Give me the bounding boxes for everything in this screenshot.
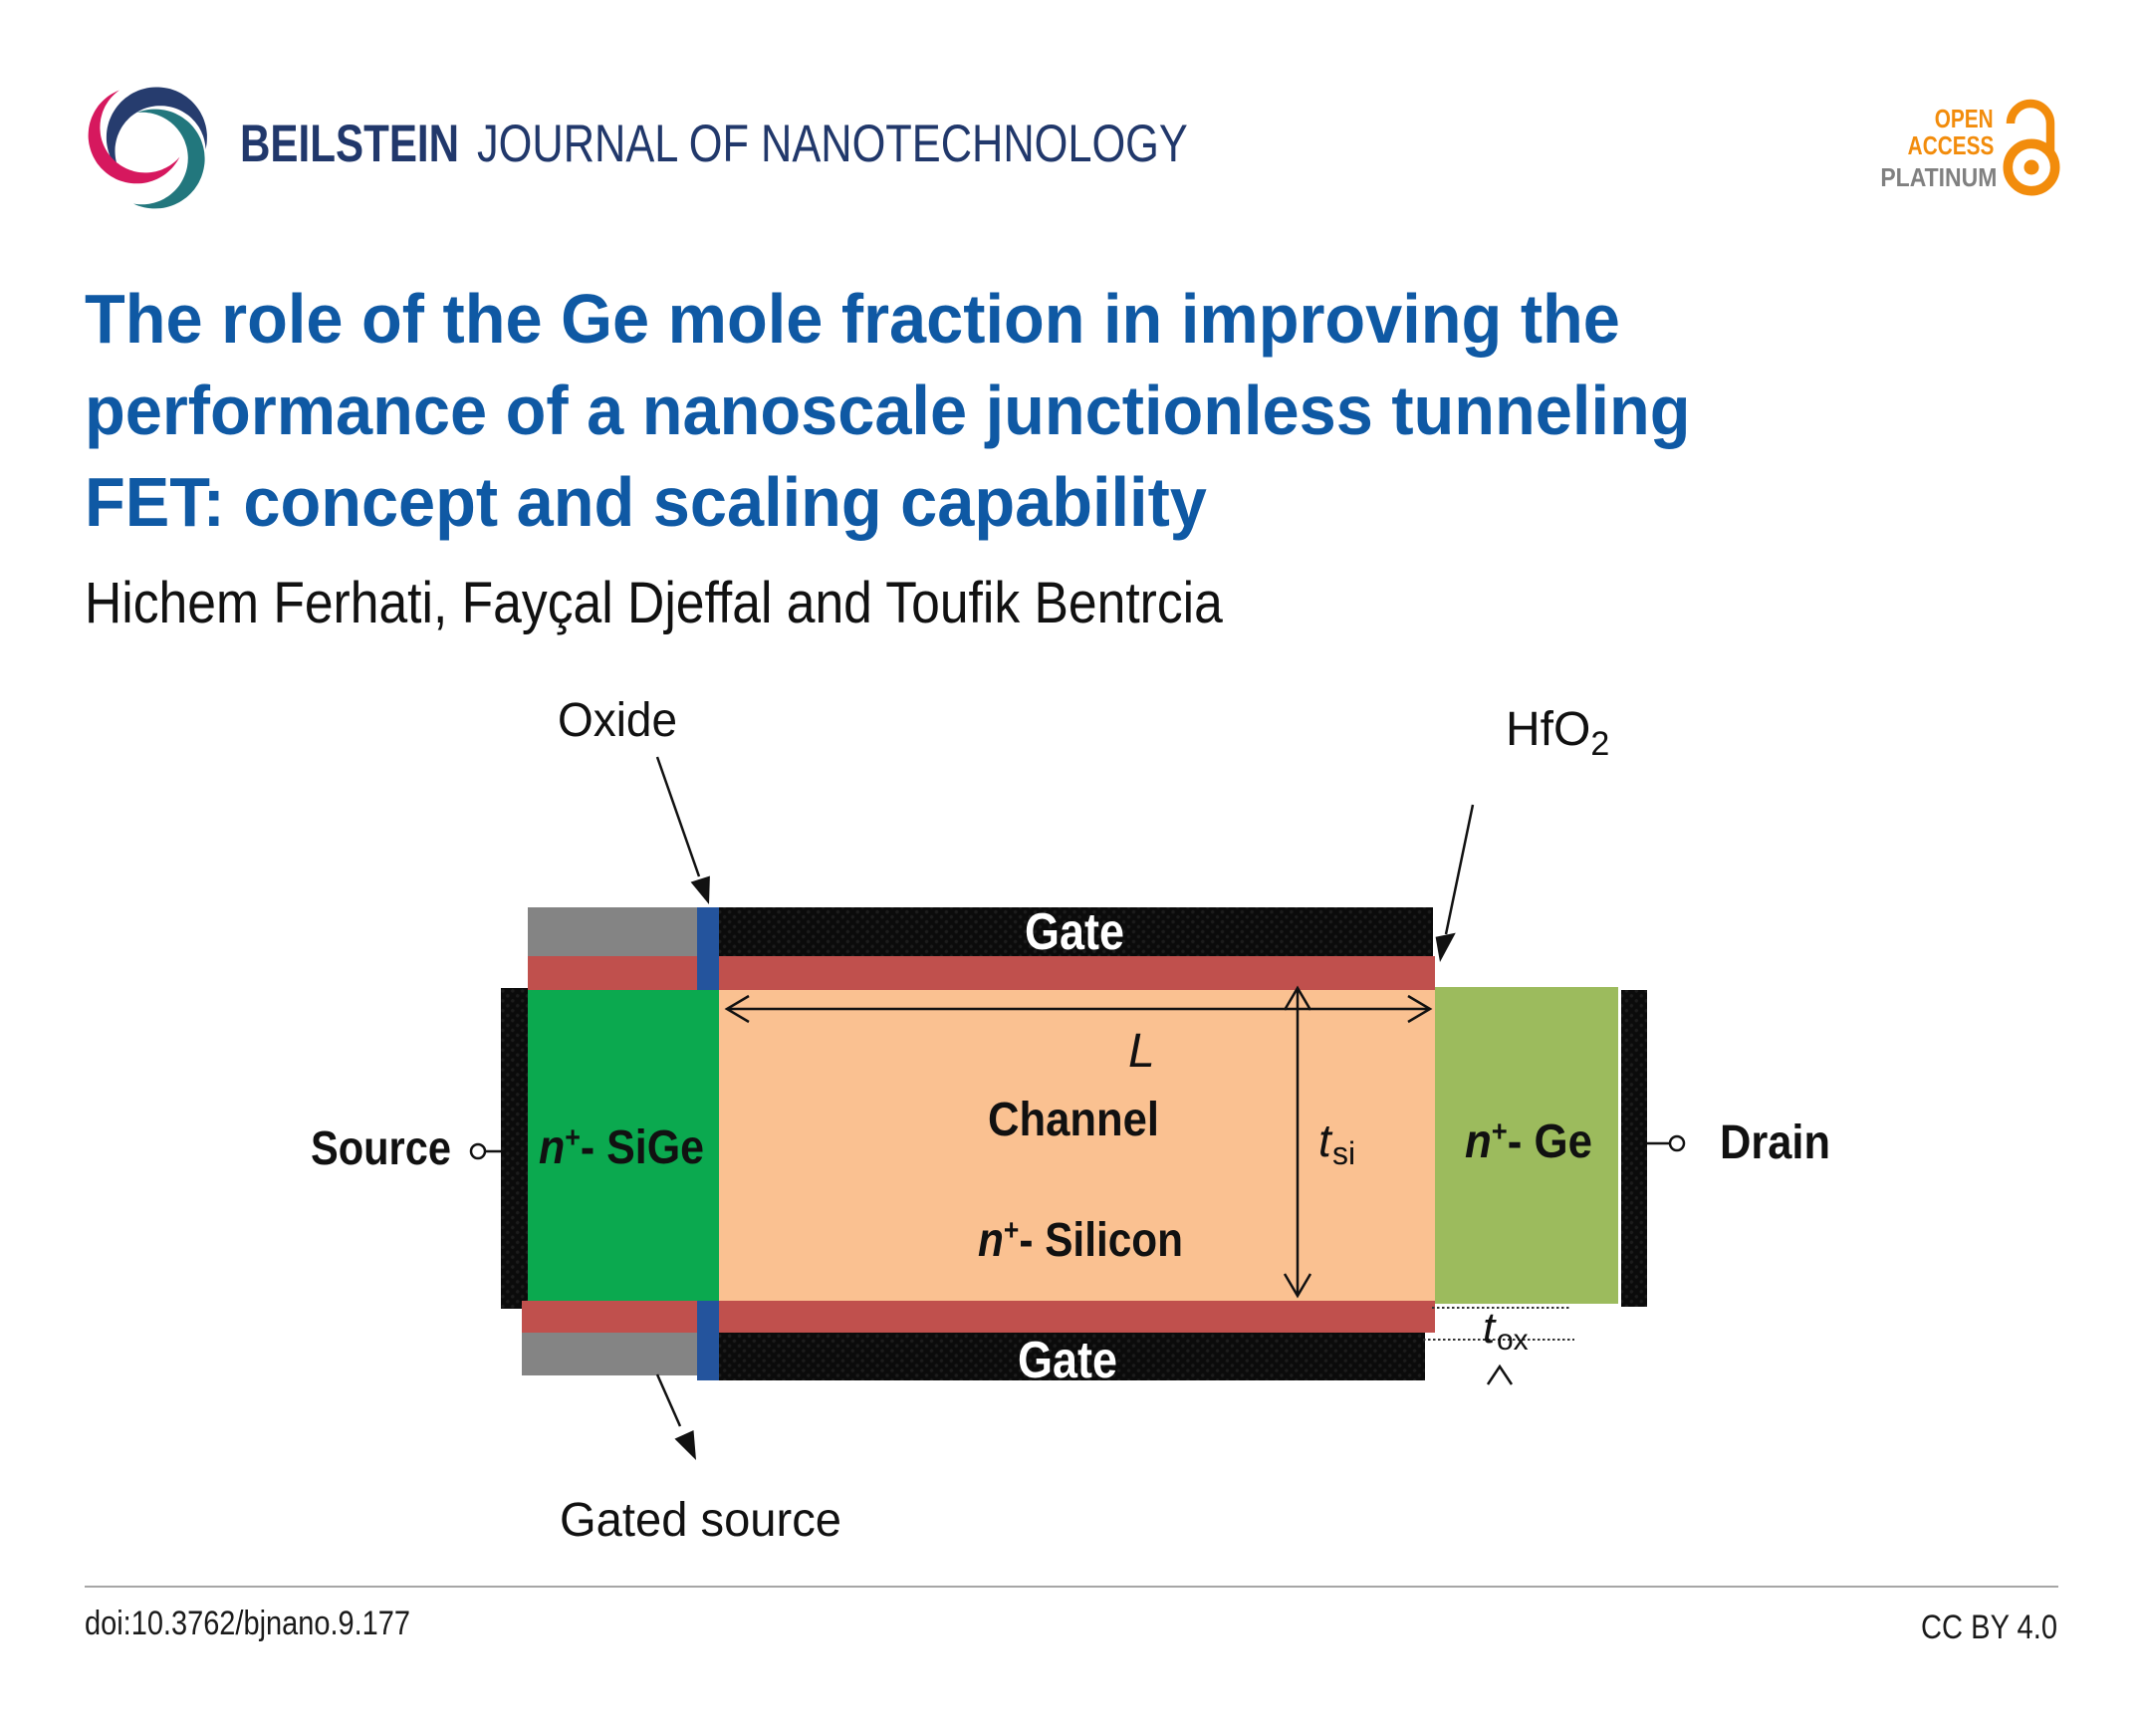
svg-text:t: t [1318, 1115, 1333, 1166]
svg-text:Channel: Channel [988, 1094, 1159, 1146]
svg-text:HfO2: HfO2 [1506, 703, 1609, 763]
svg-text:Gate: Gate [1025, 903, 1124, 961]
svg-text:si: si [1332, 1135, 1355, 1171]
svg-text:n+- Ge: n+- Ge [1465, 1116, 1592, 1168]
svg-text:n+- Silicon: n+- Silicon [978, 1214, 1183, 1267]
svg-text:L: L [1128, 1025, 1155, 1078]
svg-text:Oxide: Oxide [558, 694, 677, 747]
svg-text:Source: Source [311, 1122, 451, 1175]
svg-text:n+- SiGe: n+- SiGe [539, 1121, 704, 1174]
svg-text:Gated source: Gated source [560, 1494, 841, 1547]
svg-text:ox: ox [1497, 1324, 1529, 1357]
svg-text:Gate: Gate [1018, 1332, 1117, 1389]
svg-text:t: t [1483, 1304, 1497, 1353]
svg-text:Drain: Drain [1720, 1116, 1830, 1169]
